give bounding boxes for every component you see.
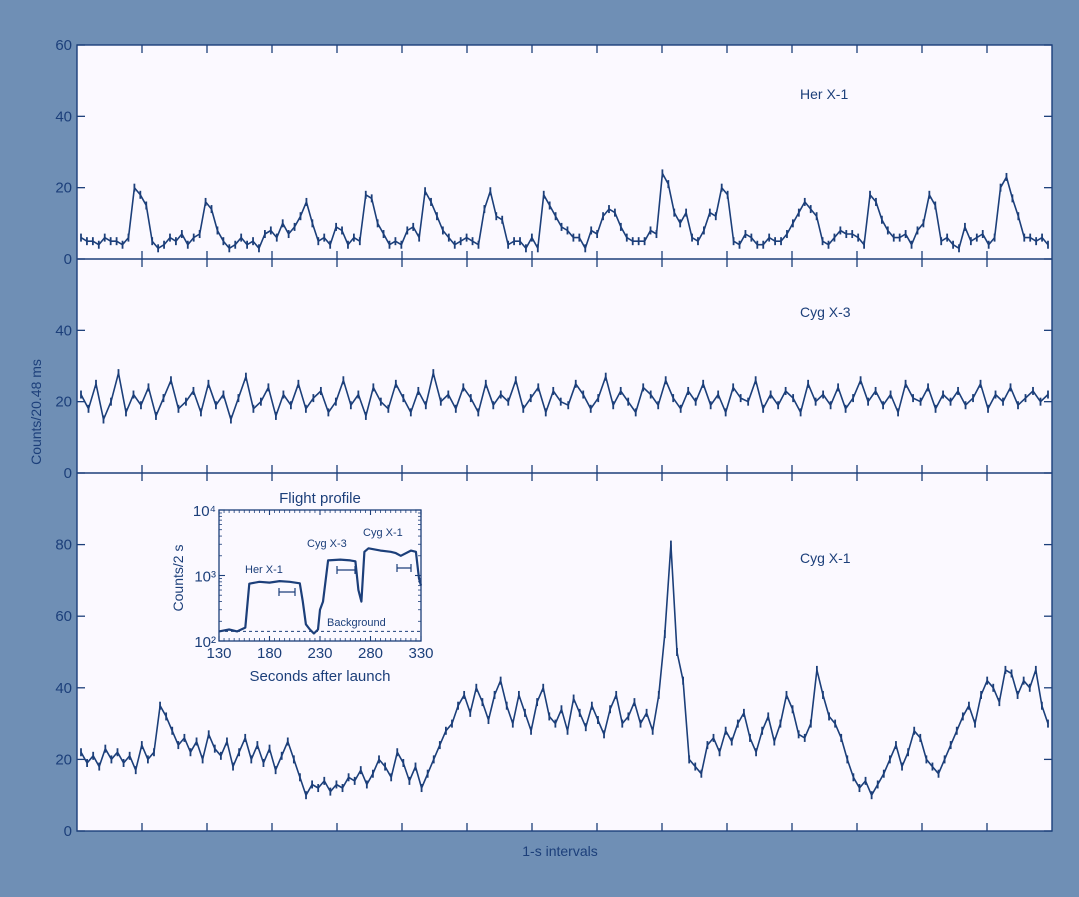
inset-x-tick-label: 180	[257, 645, 282, 662]
panel-cyg-x3: 0 20 40 Cyg X-3	[55, 259, 1052, 482]
series-line	[80, 544, 1049, 796]
y-tick-label: 0	[64, 251, 72, 268]
y-tick-label: 0	[64, 465, 72, 482]
inset-annotation-background: Background	[327, 617, 386, 629]
y-tick-label: 40	[55, 322, 72, 339]
y-tick-label: 60	[55, 608, 72, 625]
panel-label: Cyg X-3	[800, 304, 851, 320]
inset-annotation-cyg-x3: Cyg X-3	[307, 538, 347, 550]
inset-x-tick-label: 280	[358, 645, 383, 662]
y-tick-label: 60	[55, 37, 72, 54]
panel-ticks: 0 20 40 60	[55, 37, 1052, 268]
inset-annotation-cyg-x1: Cyg X-1	[363, 527, 403, 539]
panel-cyg-x1: 0 20 40 60 80 Cyg X-1	[55, 473, 1052, 840]
inset-flight-profile: Flight profile 130 180 230 280 33010²10³10⁴ …	[170, 490, 434, 685]
inset-x-axis-label: Seconds after launch	[250, 668, 391, 685]
panel-ticks: 0 20 40 60 80	[55, 473, 1052, 840]
series-line	[80, 372, 1049, 420]
y-tick-label: 40	[55, 680, 72, 697]
y-tick-label: 20	[55, 394, 72, 411]
y-axis-label: Counts/20.48 ms	[28, 359, 44, 465]
panel-ticks: 0 20 40	[55, 259, 1052, 482]
panel-trace	[80, 369, 1049, 424]
inset-title: Flight profile	[279, 490, 361, 507]
inset-error-bar	[336, 566, 356, 574]
inset-ticks: 130 180 230 280 330 10² 10³ 10⁴	[193, 503, 434, 662]
y-tick-label: 80	[55, 537, 72, 554]
panel-trace	[80, 169, 1049, 253]
inset-y-axis-label: Counts/2 s	[170, 545, 186, 612]
inset-error-bar	[278, 588, 296, 596]
panel-label: Her X-1	[800, 86, 848, 102]
inset-annotation-her-x1: Her X-1	[245, 564, 283, 576]
series-line	[80, 173, 1049, 249]
panel-label: Cyg X-1	[800, 550, 851, 566]
panel-her-x1: 0 20 40 60 Her X-1	[55, 37, 1052, 268]
y-tick-label: 0	[64, 823, 72, 840]
inset-y-tick-label: 10⁴	[193, 503, 216, 520]
inset-x-tick-label: 230	[307, 645, 332, 662]
inset-error-bar	[396, 564, 412, 572]
inset-y-tick-label: 10²	[194, 634, 216, 651]
panel-trace	[80, 540, 1049, 800]
inset-x-tick-label: 130	[206, 645, 231, 662]
inset-error-bars	[278, 564, 412, 596]
x-axis-label: 1-s intervals	[522, 843, 597, 859]
y-tick-label: 20	[55, 751, 72, 768]
y-tick-label: 40	[55, 108, 72, 125]
inset-x-tick-label: 330	[408, 645, 433, 662]
plot-area	[76, 44, 1053, 832]
y-tick-label: 20	[55, 180, 72, 197]
inset-trace	[218, 547, 423, 635]
inset-y-tick-label: 10³	[194, 569, 216, 586]
